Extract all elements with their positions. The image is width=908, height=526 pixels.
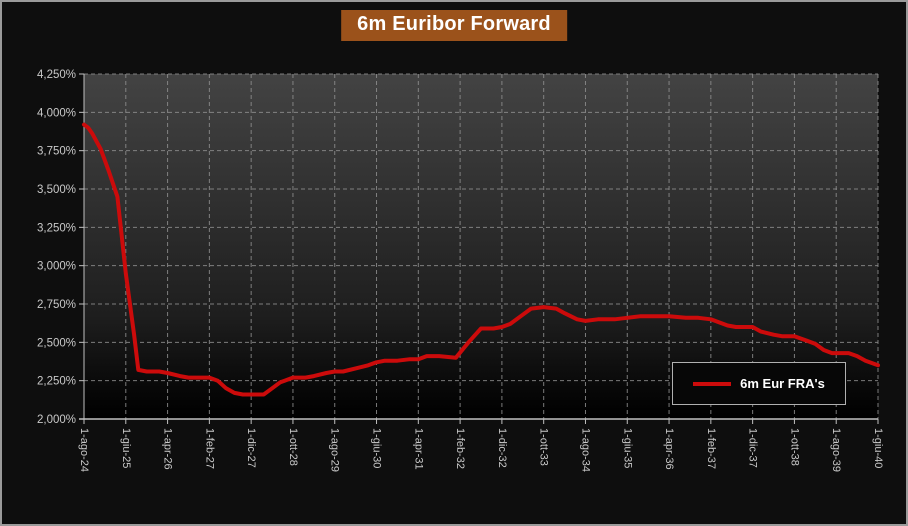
x-tick-label: 1-dic-27 [245,428,257,468]
y-tick-label: 3,750% [37,146,76,158]
y-tick-label: 2,750% [37,299,76,311]
y-tick-label: 3,500% [37,184,76,196]
x-tick-label: 1-ott-38 [788,428,800,466]
y-tick-label: 4,250% [37,69,76,81]
x-tick-label: 1-giu-25 [120,428,132,468]
y-tick-label: 4,000% [37,107,76,119]
y-tick-label: 2,500% [37,337,76,349]
y-tick-label: 3,250% [37,222,76,234]
x-tick-label: 1-ott-28 [287,428,299,466]
x-tick-label: 1-apr-31 [412,428,424,470]
x-tick-label: 1-dic-37 [747,428,759,468]
x-tick-label: 1-giu-30 [371,428,383,468]
chart-title: 6m Euribor Forward [341,10,567,41]
legend-label: 6m Eur FRA's [740,376,825,391]
plot-area [84,74,878,419]
x-tick-label: 1-ago-39 [830,428,842,472]
series-line-swatch [693,381,732,386]
x-tick-label: 1-ago-34 [579,428,591,472]
x-tick-label: 1-apr-26 [162,428,174,470]
y-tick-label: 2,000% [37,414,76,426]
x-tick-label: 1-ott-33 [538,428,550,466]
y-tick-label: 2,250% [37,376,76,388]
x-tick-label: 1-giu-40 [872,428,884,468]
x-tick-label: 1-ago-24 [78,428,90,472]
x-tick-label: 1-feb-37 [705,428,717,469]
x-tick-label: 1-dic-32 [496,428,508,468]
x-tick-label: 1-feb-32 [454,428,466,469]
x-tick-label: 1-feb-27 [203,428,215,469]
x-tick-label: 1-apr-36 [663,428,675,470]
legend: 6m Eur FRA's [672,362,846,405]
x-tick-label: 1-giu-35 [621,428,633,468]
y-tick-label: 3,000% [37,261,76,273]
x-tick-label: 1-ago-29 [329,428,341,472]
series-line-6m-eur-fras [82,122,880,397]
